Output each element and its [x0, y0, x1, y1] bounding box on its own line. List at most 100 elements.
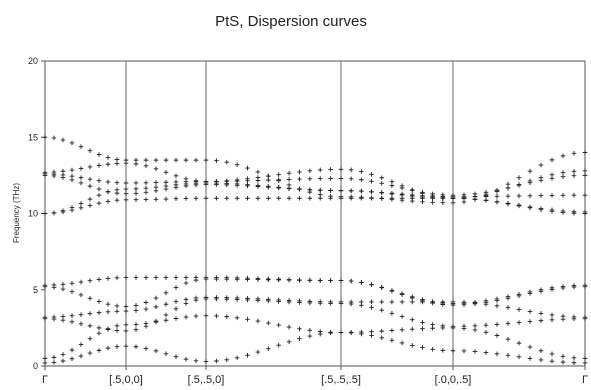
data-point [143, 306, 149, 312]
data-point [60, 358, 66, 364]
data-point [399, 299, 405, 305]
data-point [87, 278, 93, 283]
data-point [348, 188, 354, 194]
data-point [505, 305, 511, 310]
data-point [214, 195, 219, 201]
data-point [307, 278, 313, 283]
data-point [69, 347, 75, 353]
data-point [379, 335, 385, 341]
data-point [183, 280, 189, 286]
data-point [214, 180, 219, 186]
data-point [399, 292, 405, 297]
data-point [266, 346, 271, 351]
data-point [114, 161, 120, 166]
data-point [69, 280, 75, 286]
data-point [369, 282, 374, 288]
data-point [163, 351, 169, 357]
data-point [51, 210, 57, 216]
data-point [505, 336, 511, 342]
data-point [214, 276, 219, 282]
data-point [163, 290, 169, 296]
data-point [571, 173, 577, 179]
data-point [143, 157, 149, 163]
data-point [472, 323, 478, 329]
data-point [297, 336, 302, 342]
data-point [317, 176, 323, 181]
data-point [582, 284, 588, 289]
data-point [527, 168, 533, 174]
data-point [78, 166, 84, 171]
data-point [379, 299, 385, 305]
data-point [450, 200, 456, 206]
data-point [338, 301, 344, 306]
data-point [114, 328, 120, 333]
data-point [133, 180, 139, 186]
data-point [173, 196, 179, 202]
data-point [472, 327, 478, 333]
data-point [582, 211, 588, 216]
data-point [133, 197, 139, 203]
data-point [560, 193, 566, 198]
data-point [560, 174, 566, 180]
data-point [286, 339, 292, 345]
data-point [516, 354, 522, 360]
data-point [96, 277, 102, 282]
data-point [203, 296, 209, 302]
data-point [255, 195, 261, 201]
data-point [297, 300, 302, 305]
data-point [60, 286, 66, 292]
data-point [348, 301, 354, 307]
data-point [51, 316, 57, 322]
data-point [571, 210, 577, 216]
data-point [399, 327, 405, 333]
data-point [123, 186, 129, 192]
data-point [193, 313, 199, 319]
data-point [348, 195, 354, 201]
data-point [114, 344, 120, 349]
data-point [379, 195, 385, 201]
data-point [338, 195, 344, 201]
data-point [173, 157, 179, 163]
data-point [266, 277, 271, 283]
data-point [527, 205, 533, 211]
data-point [163, 183, 169, 189]
data-point [571, 316, 577, 322]
data-point [297, 277, 302, 283]
data-point [105, 189, 111, 195]
data-point [255, 183, 261, 188]
data-point [203, 313, 209, 318]
data-point [549, 287, 555, 292]
data-point [69, 167, 75, 173]
data-point [317, 167, 323, 173]
symmetry-point-lines [125, 61, 454, 366]
data-point [42, 360, 48, 366]
data-point [409, 295, 415, 301]
data-point [538, 193, 544, 198]
data-point [549, 358, 555, 364]
data-point [389, 191, 395, 197]
data-point [516, 293, 522, 299]
data-point [538, 207, 544, 212]
data-point [549, 351, 555, 357]
data-point [245, 195, 250, 201]
data-point [123, 180, 129, 186]
data-point [183, 275, 189, 280]
data-point [60, 352, 66, 357]
data-point [245, 316, 250, 322]
data-point [379, 190, 385, 196]
data-point [203, 157, 209, 163]
x-tick-label: [.0,0,.5] [435, 374, 472, 386]
data-point [143, 180, 149, 186]
data-point [338, 176, 344, 181]
data-point [163, 157, 169, 163]
data-point [193, 297, 199, 303]
data-point [276, 277, 281, 283]
data-point [369, 171, 374, 177]
data-point [203, 276, 209, 282]
data-point [133, 322, 139, 327]
data-point [234, 315, 240, 321]
data-point [494, 351, 500, 357]
data-point [369, 195, 374, 201]
data-point [505, 193, 511, 199]
data-point [114, 323, 120, 329]
